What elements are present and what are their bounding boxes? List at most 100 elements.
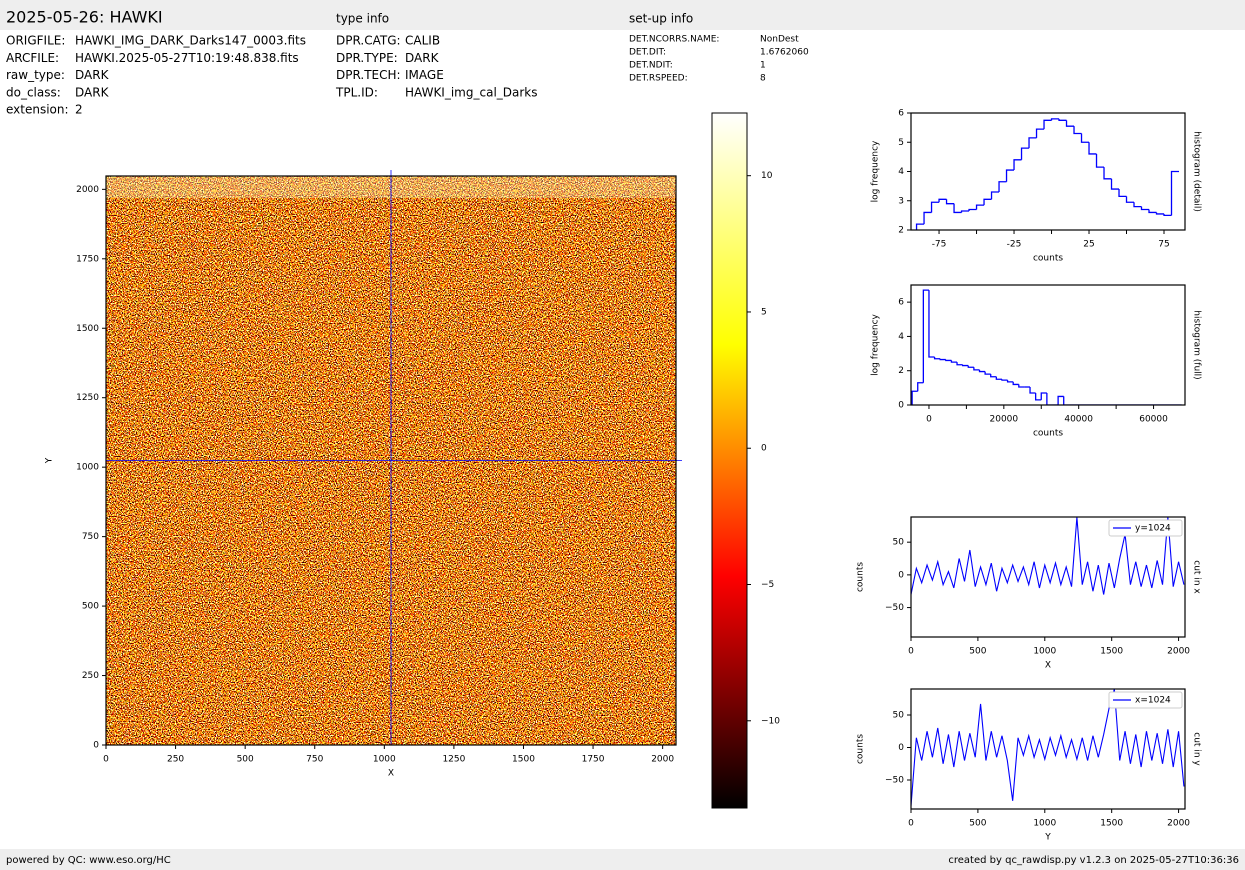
- histogram-step: [950, 360, 958, 363]
- histogram-step: [945, 199, 955, 205]
- histogram-step: [1133, 202, 1142, 208]
- info-label: raw_type:: [6, 68, 65, 82]
- y-tick-label: 0: [898, 743, 904, 753]
- x-tick-label: -25: [1007, 240, 1022, 250]
- y-tick-label: −50: [885, 603, 904, 613]
- x-tick-label: 0: [908, 647, 914, 657]
- info-label: DET.NCORRS.NAME:: [629, 35, 719, 45]
- histogram-step: [990, 191, 1000, 200]
- y-tick-label: 1250: [76, 393, 99, 403]
- histogram-step: [945, 359, 952, 362]
- histogram-step: [923, 211, 932, 225]
- y-tick-label: 750: [82, 532, 99, 542]
- info-label: DPR.TYPE:: [336, 51, 398, 65]
- y-tick-label: 2: [898, 226, 904, 236]
- x-axis-label: X: [388, 769, 394, 779]
- info-value: 1: [760, 61, 766, 71]
- histogram-step: [978, 369, 986, 373]
- x-tick-label: 1000: [1033, 819, 1056, 829]
- x-axis-label: counts: [1033, 254, 1063, 264]
- histogram-step: [1035, 128, 1045, 138]
- histogram-step: [922, 289, 929, 383]
- histogram-step: [1013, 159, 1022, 171]
- y-tick-label: 1000: [76, 463, 99, 473]
- histogram-step: [968, 208, 977, 211]
- histogram-step: [933, 357, 941, 360]
- x-axis-label: X: [1045, 661, 1051, 671]
- x-axis-label: counts: [1033, 429, 1063, 439]
- y-tick-label: 0: [898, 570, 904, 580]
- y-tick-label: 6: [898, 298, 904, 308]
- info-label: DPR.CATG:: [336, 34, 401, 48]
- histogram-step: [990, 374, 997, 378]
- histogram-step: [1028, 137, 1037, 149]
- histogram-step: [917, 382, 924, 392]
- axes-frame: [910, 112, 1186, 231]
- info-label: TPL.ID:: [335, 85, 378, 99]
- histogram-step: [1125, 196, 1135, 203]
- y-tick-label: −5: [761, 580, 774, 590]
- histogram-step: [1073, 126, 1082, 135]
- cut-line: [911, 517, 1185, 595]
- x-tick-label: 0: [926, 415, 932, 425]
- x-tick-label: 2000: [651, 755, 674, 765]
- legend-label: y=1024: [1135, 524, 1171, 534]
- x-axis-label: Y: [1044, 833, 1051, 843]
- info-value: DARK: [405, 51, 440, 65]
- histogram-step: [1063, 396, 1070, 405]
- histogram-step: [1029, 387, 1036, 394]
- x-tick-label: 0: [103, 755, 109, 765]
- info-label: DET.DIT:: [629, 48, 666, 58]
- y-tick-label: 5: [761, 307, 767, 317]
- x-tick-label: 60000: [1139, 415, 1168, 425]
- y-tick-label: 5: [898, 138, 904, 148]
- histogram-step: [928, 290, 935, 358]
- y-tick-label: 1750: [76, 254, 99, 264]
- histogram-step: [995, 376, 1002, 380]
- histogram-step: [1065, 120, 1075, 127]
- histogram-step: [1058, 118, 1067, 121]
- legend-box: [1108, 519, 1183, 537]
- x-tick-label: 1500: [1100, 819, 1123, 829]
- y-tick-label: 2: [898, 366, 904, 376]
- y-tick-label: 4: [898, 332, 904, 342]
- x-tick-label: 1500: [1100, 647, 1123, 657]
- page-title: 2025-05-26: HAWKI: [6, 8, 163, 27]
- x-tick-label: 2000: [1167, 647, 1190, 657]
- histogram-step: [1088, 142, 1097, 155]
- y-tick-label: 50: [893, 711, 905, 721]
- info-label: DET.NDIT:: [629, 61, 673, 71]
- histogram-step: [975, 204, 985, 210]
- side-label: cut in x: [1192, 560, 1202, 594]
- histogram-step: [1050, 118, 1060, 121]
- x-tick-label: 75: [1158, 240, 1169, 250]
- histogram-step: [1005, 169, 1015, 182]
- side-label: cut in y: [1192, 732, 1202, 766]
- axes-frame: [105, 175, 677, 746]
- info-value: DARK: [75, 85, 110, 99]
- y-tick-label: 0: [93, 741, 99, 751]
- side-label: histogram (detail): [1192, 131, 1202, 212]
- info-value: DARK: [75, 68, 110, 82]
- histogram-step: [953, 203, 962, 214]
- histogram-step: [1043, 119, 1052, 130]
- histogram-step: [956, 362, 963, 366]
- y-tick-label: 3: [898, 196, 904, 206]
- y-tick-label: 0: [761, 444, 767, 454]
- y-tick-label: 250: [82, 671, 99, 681]
- side-label: histogram (full): [1192, 310, 1202, 379]
- histogram-step: [973, 367, 980, 371]
- histogram-step: [1012, 381, 1019, 386]
- y-axis-label: log frequency: [871, 140, 881, 202]
- cut-line: [911, 689, 1185, 807]
- histogram-step: [1057, 395, 1064, 405]
- info-value: 8: [760, 74, 766, 84]
- histogram-step: [1046, 393, 1053, 405]
- y-tick-label: 50: [893, 538, 905, 548]
- x-tick-label: 20000: [990, 415, 1019, 425]
- info-label: ARCFILE:: [6, 51, 59, 65]
- histogram-step: [1095, 153, 1105, 168]
- y-axis-label: counts: [856, 562, 866, 592]
